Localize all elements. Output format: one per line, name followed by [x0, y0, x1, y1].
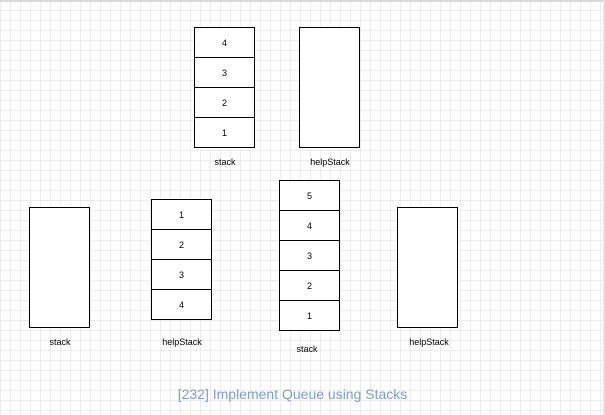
bottom-left-stack-label: stack [49, 337, 71, 347]
bottom-left-helpstack: 1 2 3 4 [151, 199, 212, 320]
bottom-right-stack: 5 4 3 2 1 [279, 180, 340, 331]
stack-cell: 1 [306, 311, 312, 321]
bottom-left-stack [29, 207, 90, 328]
top-helpstack [299, 27, 360, 148]
top-stack-label: stack [214, 157, 236, 167]
stack-cell: 4 [195, 28, 254, 58]
stack-cell: 1 [152, 200, 211, 230]
stack-cell: 2 [195, 88, 254, 118]
top-stack: 4 3 2 1 [194, 27, 255, 148]
stack-cell: 2 [152, 230, 211, 260]
stack-cell: 3 [280, 241, 339, 271]
bottom-right-helpstack [397, 207, 458, 328]
stack-cell: 3 [195, 58, 254, 88]
bottom-left-helpstack-label: helpStack [162, 337, 202, 347]
canvas-right-border [603, 0, 605, 415]
stack-cell: 5 [280, 181, 339, 211]
diagram-title: [232] Implement Queue using Stacks [177, 386, 408, 402]
bottom-right-helpstack-label: helpStack [409, 337, 449, 347]
stack-cell: 2 [280, 271, 339, 301]
canvas-top-border [0, 0, 605, 2]
bottom-right-stack-label: stack [296, 344, 318, 354]
stack-cell: 3 [152, 260, 211, 290]
stack-cell: 4 [178, 300, 184, 310]
stack-cell: 1 [221, 128, 227, 138]
top-helpstack-label: helpStack [310, 157, 350, 167]
stack-cell: 4 [280, 211, 339, 241]
